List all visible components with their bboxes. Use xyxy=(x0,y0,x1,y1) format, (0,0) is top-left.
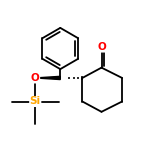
Text: O: O xyxy=(31,73,40,83)
Polygon shape xyxy=(35,76,60,80)
Text: O: O xyxy=(97,42,106,52)
Text: Si: Si xyxy=(30,96,41,106)
